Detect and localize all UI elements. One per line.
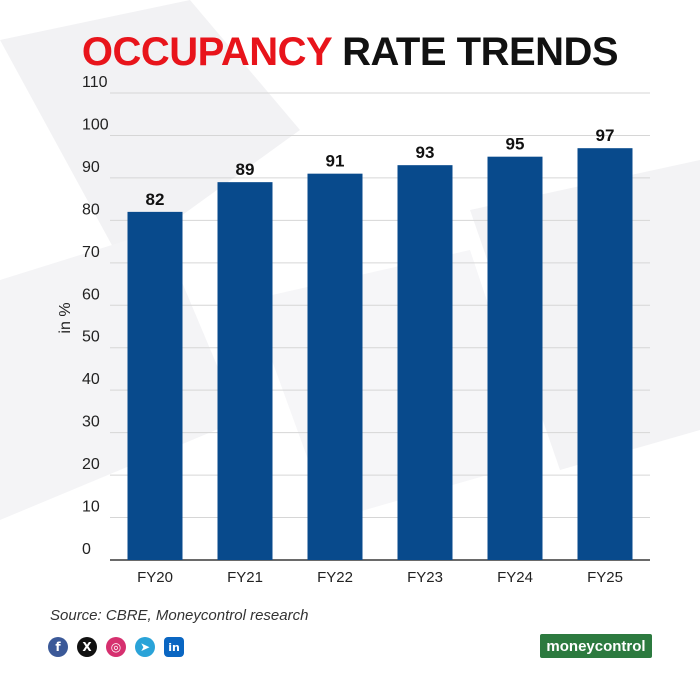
y-axis-label: in % [57,302,74,333]
y-tick-label: 80 [82,201,100,218]
x-tick-label: FY25 [587,569,623,586]
x-tick-label: FY24 [497,569,533,586]
x-tick-label: FY22 [317,569,353,586]
bar [397,165,453,560]
y-tick-label: 60 [82,286,100,303]
data-label: 89 [236,160,255,179]
y-tick-label: 10 [82,499,100,516]
data-label: 95 [506,135,525,154]
bar [577,148,633,560]
y-tick-label: 20 [82,456,100,473]
source-note: Source: CBRE, Moneycontrol research [50,607,309,624]
chart-title: OCCUPANCY RATE TRENDS [0,30,700,75]
bar [217,182,273,560]
x-tick-label: FY20 [137,569,173,586]
y-tick-label: 40 [82,371,100,388]
title-rest: RATE TRENDS [342,30,619,74]
x-tick-label: FY21 [227,569,263,586]
y-tick-label: 30 [82,414,100,431]
data-label: 97 [596,126,615,145]
bar [487,156,543,560]
bar [127,211,183,560]
y-tick-label: 70 [82,244,100,261]
y-tick-label: 90 [82,159,100,176]
moneycontrol-logo: moneycontrol [540,634,652,658]
y-tick-label: 50 [82,329,100,346]
y-tick-label: 100 [82,116,109,133]
social-links: f X ◎ ➤ in [48,637,184,657]
bar-chart: 0 10 20 30 40 50 60 70 80 90 100 110 in % 82 FY20 89 FY2… [57,74,650,586]
x-icon[interactable]: X [77,637,97,657]
title-accent: OCCUPANCY [81,30,332,74]
linkedin-icon[interactable]: in [164,637,184,657]
bar [307,173,363,560]
y-tick-label: 110 [82,74,108,91]
data-label: 93 [416,143,435,162]
data-label: 91 [326,152,345,171]
data-label: 82 [146,190,165,209]
x-tick-label: FY23 [407,569,443,586]
telegram-icon[interactable]: ➤ [135,637,155,657]
y-tick-label: 0 [82,541,91,558]
facebook-icon[interactable]: f [48,637,68,657]
instagram-icon[interactable]: ◎ [106,637,126,657]
